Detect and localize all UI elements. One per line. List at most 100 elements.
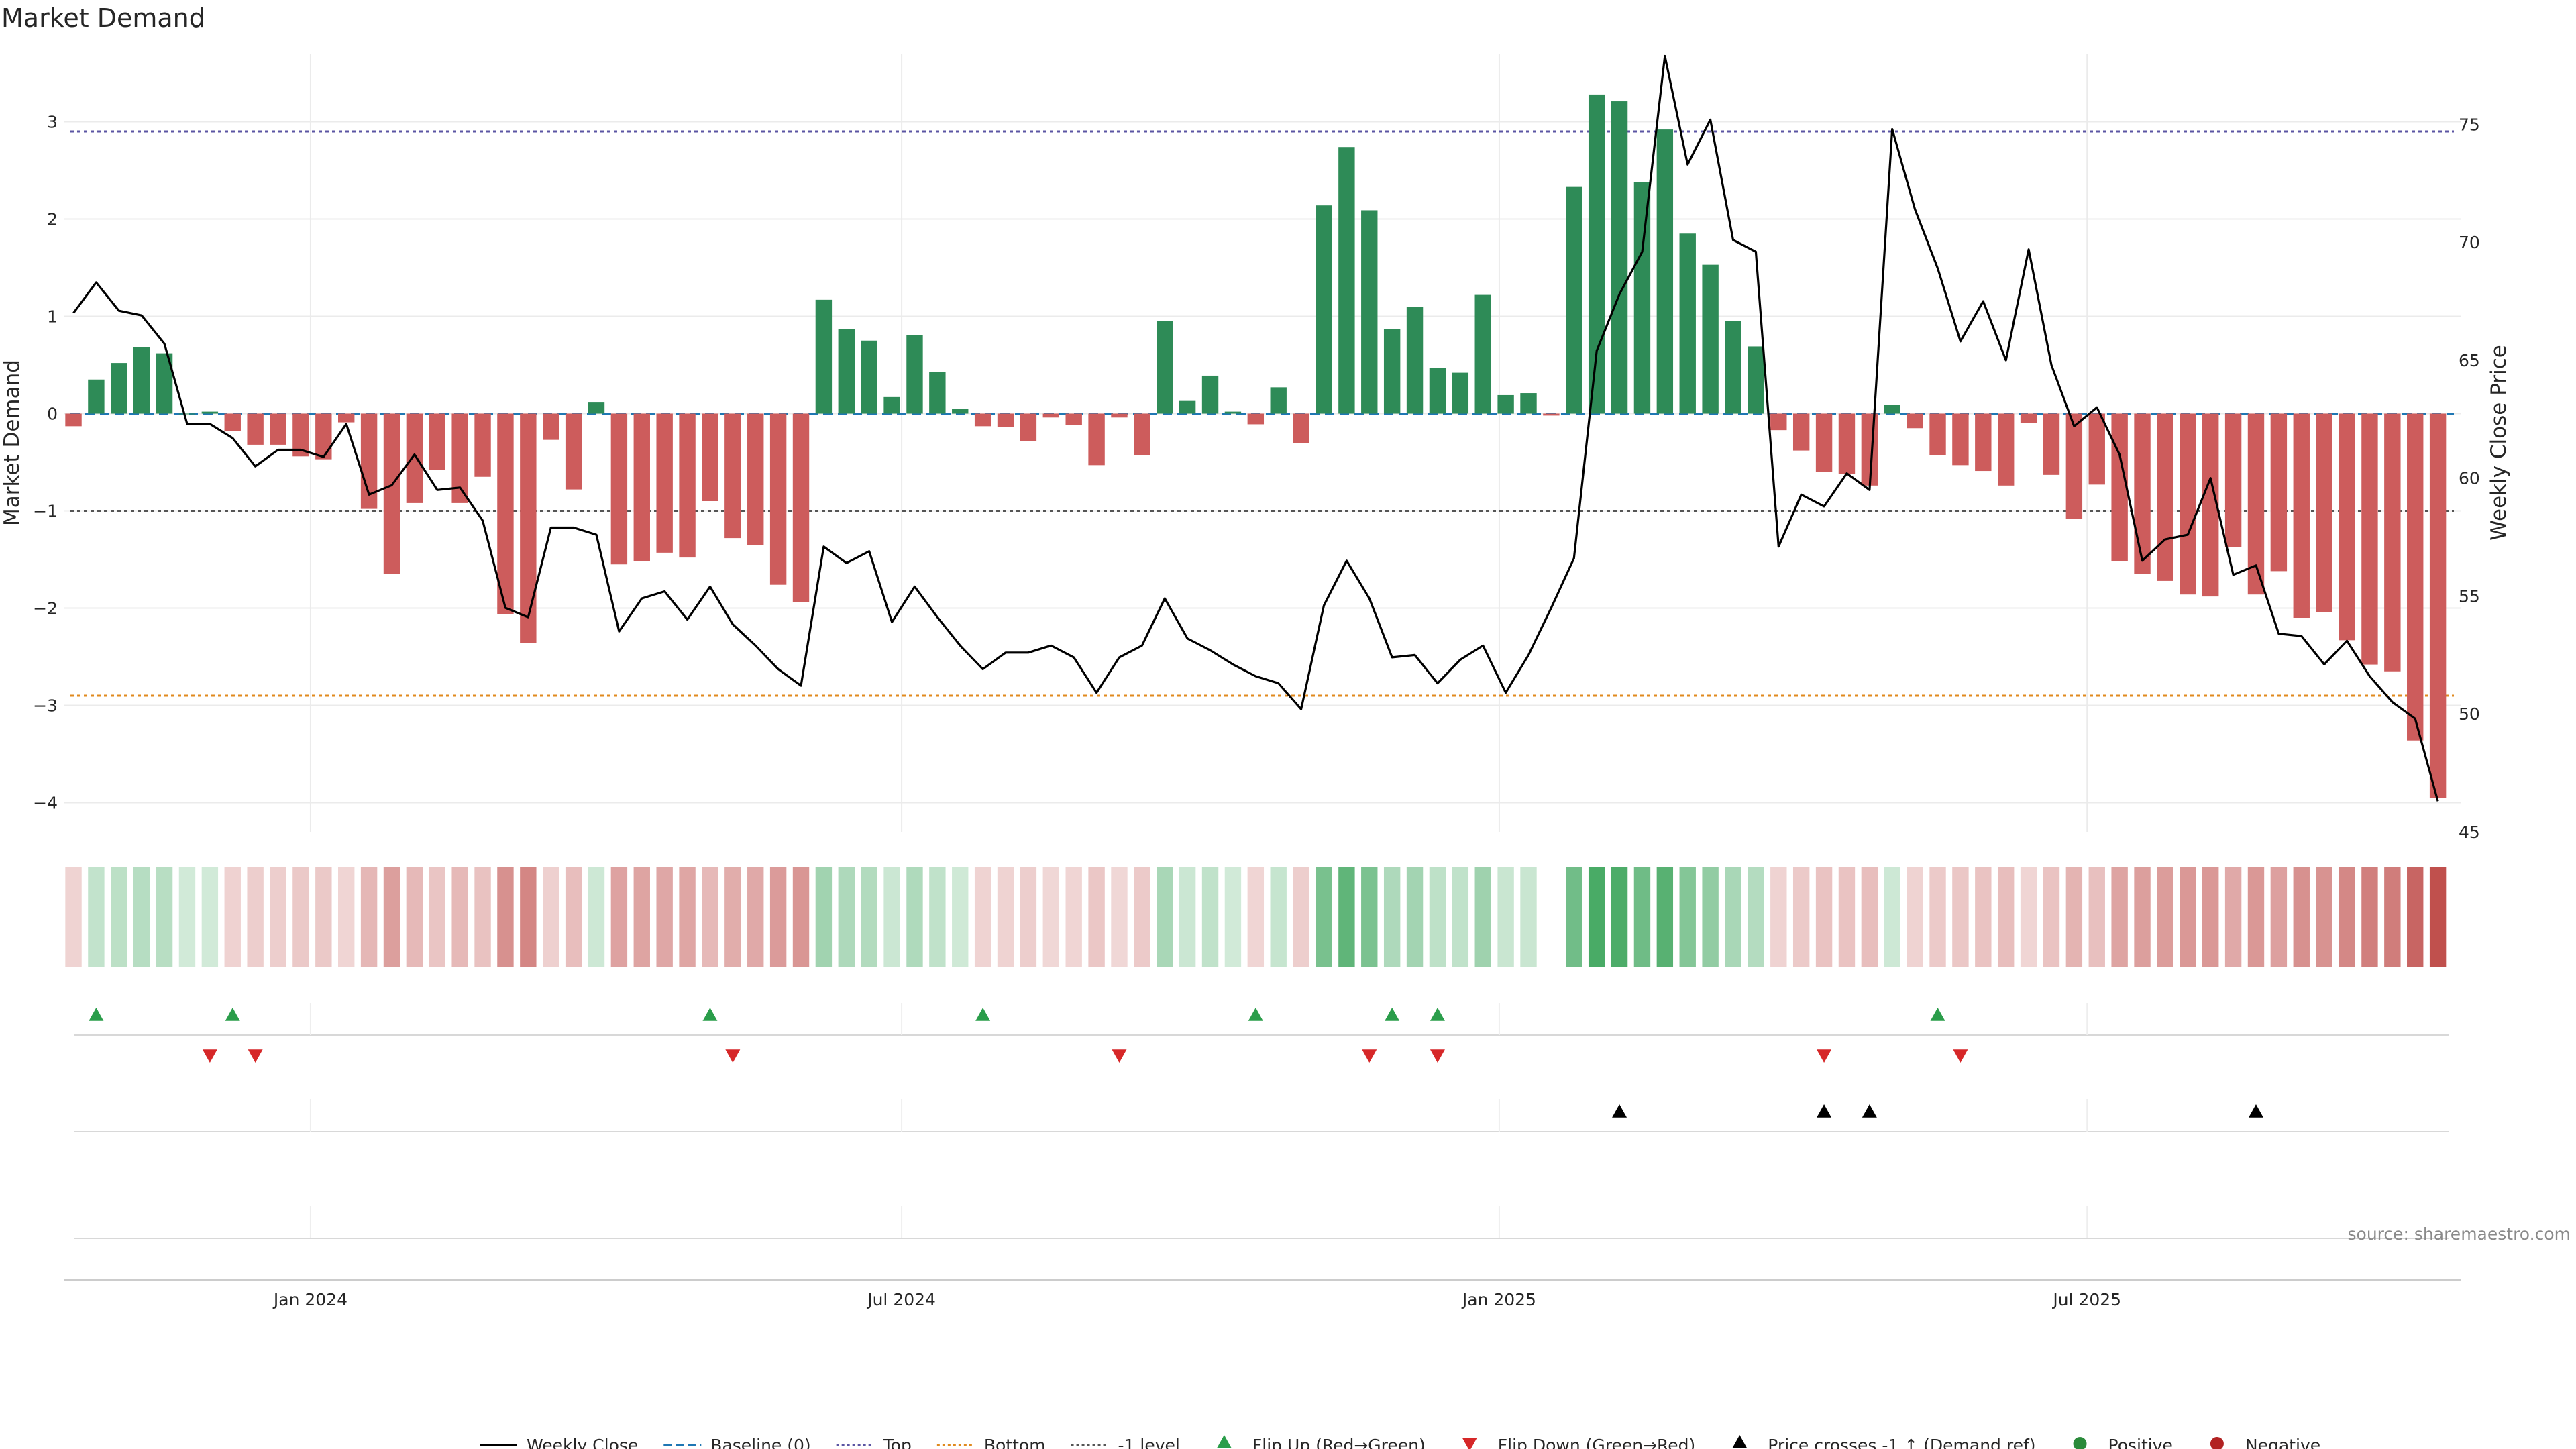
heat-cell <box>292 867 309 967</box>
legend-label: -1 level <box>1118 1436 1180 1449</box>
heat-cell <box>997 867 1014 967</box>
bar-positive <box>906 335 923 414</box>
y-tick-label: −2 <box>33 599 58 619</box>
bar-negative <box>65 413 82 427</box>
heat-cell <box>1929 867 1946 967</box>
heat-cell <box>1429 867 1446 967</box>
demand-heat-strip <box>65 867 2447 967</box>
bar-positive <box>1429 368 1446 414</box>
y2-tick-label: 60 <box>2459 469 2480 488</box>
legend-label: Price crosses -1 ↑ (Demand ref) <box>1768 1436 2035 1449</box>
heat-cell <box>1633 867 1651 967</box>
heat-cell <box>65 867 82 967</box>
heat-cell <box>1316 867 1332 967</box>
heat-cell <box>2247 867 2265 967</box>
heat-cell <box>270 867 286 967</box>
y-tick-label: −3 <box>33 696 58 716</box>
bar-positive <box>1702 264 1719 414</box>
heat-cell <box>1815 867 1833 967</box>
flip-up-marker <box>1248 1008 1263 1021</box>
legend-swatch <box>2210 1437 2224 1449</box>
heat-cell <box>656 867 673 967</box>
heat-cell <box>1157 867 1173 967</box>
bar-negative <box>1042 413 1060 418</box>
heat-cell <box>224 867 241 967</box>
heat-cell <box>2111 867 2128 967</box>
legend-label: Positive <box>2108 1436 2173 1449</box>
heat-cell <box>1361 867 1378 967</box>
y-tick-label: −1 <box>33 502 58 521</box>
flip-up-marker <box>975 1008 991 1021</box>
chart-title: Market Demand <box>1 3 205 33</box>
x-tick-label: Jul 2025 <box>2051 1290 2121 1309</box>
bar-negative <box>429 413 445 470</box>
bar-negative <box>543 413 559 440</box>
legend-label: Negative <box>2245 1436 2320 1449</box>
heat-cell <box>2180 867 2196 967</box>
heat-cell <box>1247 867 1265 967</box>
heat-cell <box>1224 867 1242 967</box>
bar-negative <box>2407 413 2424 741</box>
heat-cell <box>974 867 991 967</box>
bar-positive <box>1633 182 1651 414</box>
bar-negative <box>974 413 991 427</box>
bar-negative <box>747 413 764 545</box>
bar-positive <box>1270 387 1287 414</box>
bar-positive <box>1338 147 1355 414</box>
bar-negative <box>2384 413 2401 672</box>
bar-positive <box>1201 375 1219 414</box>
weekly-close-line-group <box>72 54 2439 802</box>
y2-axis-label: Weekly Close Price <box>2487 345 2511 541</box>
bar-negative <box>1088 413 1105 466</box>
bar-negative <box>451 413 468 503</box>
heat-cell <box>406 867 423 967</box>
bar-positive <box>111 363 127 414</box>
legend-item: Flip Down (Green→Red) <box>1462 1436 1695 1449</box>
source-credit: source: sharemaestro.com <box>2348 1224 2571 1244</box>
heat-cell <box>1884 867 1900 967</box>
bar-negative <box>656 413 673 553</box>
heat-cell <box>1179 867 1196 967</box>
heat-cell <box>451 867 468 967</box>
bar-negative <box>1975 413 1992 472</box>
heat-cell <box>1134 867 1150 967</box>
heat-cell <box>1838 867 1856 967</box>
heat-cell <box>1065 867 1082 967</box>
y-tick-label: 1 <box>47 307 58 327</box>
bar-negative <box>2224 413 2242 547</box>
heat-cell <box>1588 867 1605 967</box>
bar-positive <box>1157 321 1173 414</box>
legend-swatch <box>2073 1437 2087 1449</box>
heat-cell <box>2043 867 2060 967</box>
heat-cell <box>883 867 900 967</box>
bar-positive <box>861 340 877 414</box>
price-cross-marker <box>1817 1104 1832 1118</box>
bar-positive <box>1497 394 1514 414</box>
bar-positive <box>588 402 605 414</box>
heat-cell <box>792 867 810 967</box>
x-tick-label: Jan 2024 <box>272 1290 347 1309</box>
bar-negative <box>270 413 286 445</box>
legend-swatch <box>1462 1438 1477 1449</box>
legend-item: Bottom <box>936 1436 1046 1449</box>
legend-item: Weekly Close <box>480 1436 638 1449</box>
bar-negative <box>1247 413 1265 425</box>
bar-positive <box>1725 321 1741 414</box>
heat-cell <box>2088 867 2105 967</box>
heat-cell <box>2429 867 2447 967</box>
heat-cell <box>1497 867 1514 967</box>
bar-positive <box>952 409 969 414</box>
heat-cell <box>2293 867 2310 967</box>
heat-cell <box>429 867 445 967</box>
bar-positive <box>1566 186 1582 414</box>
y-tick-label: 0 <box>47 405 58 424</box>
price-cross-marker <box>1612 1104 1627 1118</box>
heat-cell <box>1725 867 1741 967</box>
legend-item: Top <box>836 1436 912 1449</box>
heat-cell <box>1020 867 1037 967</box>
heat-cell <box>2407 867 2424 967</box>
bar-negative <box>2270 413 2288 572</box>
bar-positive <box>929 372 946 414</box>
heat-cell <box>2065 867 2083 967</box>
heat-cell <box>1748 867 1764 967</box>
